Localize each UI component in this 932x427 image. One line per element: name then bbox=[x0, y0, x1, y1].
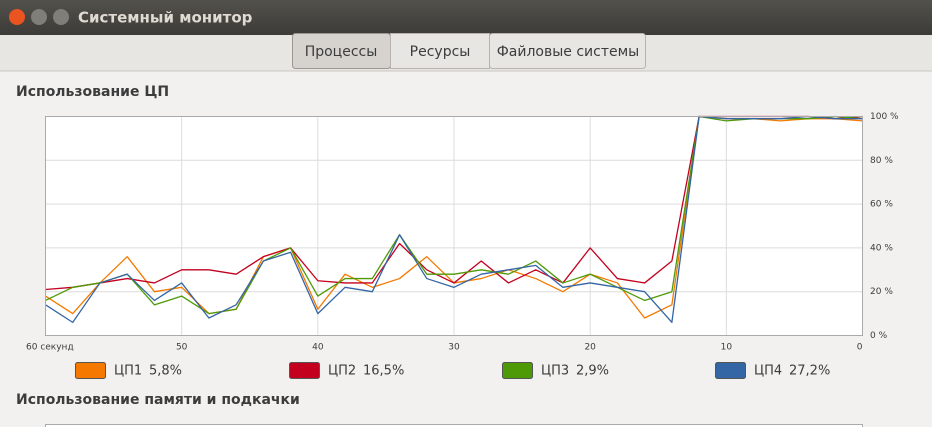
x-tick-label: 20 bbox=[584, 343, 596, 353]
legend-swatch[interactable] bbox=[715, 362, 746, 379]
x-tick-label: 30 bbox=[448, 343, 460, 353]
legend-name: ЦП3 bbox=[541, 364, 569, 379]
legend-name: ЦП2 bbox=[328, 364, 356, 379]
y-tick-label: 20 % bbox=[870, 287, 893, 297]
tab-filesystems[interactable] bbox=[489, 33, 646, 69]
maximize-button[interactable] bbox=[53, 9, 69, 25]
minimize-button[interactable] bbox=[31, 9, 47, 25]
x-tick-label: 40 bbox=[312, 343, 324, 353]
memory-chart-frame bbox=[45, 424, 863, 427]
tab-label[interactable]: Файловые системы bbox=[497, 44, 640, 60]
cpu-chart: 0 % 20 % 40 % 60 % 80 % 100 % 60 секунд 50 40 30 2… bbox=[26, 112, 899, 379]
legend-name: ЦП1 bbox=[114, 364, 142, 379]
legend-name: ЦП4 bbox=[754, 364, 782, 379]
plot-border bbox=[45, 116, 863, 336]
x-tick-label: 60 секунд bbox=[26, 343, 74, 353]
y-tick-label: 100 % bbox=[870, 112, 899, 122]
legend-swatch[interactable] bbox=[75, 362, 106, 379]
legend-swatch[interactable] bbox=[289, 362, 320, 379]
y-tick-label: 60 % bbox=[870, 200, 893, 210]
x-tick-label: 10 bbox=[721, 343, 733, 353]
cpu-line bbox=[45, 115, 863, 324]
y-tick-label: 80 % bbox=[870, 156, 893, 166]
y-tick-label: 0 % bbox=[870, 331, 888, 341]
section-heading: Использование памяти и подкачки bbox=[16, 392, 300, 408]
x-tick-label: 50 bbox=[176, 343, 188, 353]
legend-swatch[interactable] bbox=[502, 362, 533, 379]
title-bar bbox=[0, 0, 932, 35]
legend-value: 16,5% bbox=[363, 364, 404, 379]
y-tick-label: 40 % bbox=[870, 243, 893, 253]
x-tick-label: 0 bbox=[857, 343, 863, 353]
close-button[interactable] bbox=[9, 9, 25, 25]
legend-value: 5,8% bbox=[149, 364, 182, 379]
window-title: Системный монитор bbox=[78, 9, 253, 27]
cpu-line bbox=[45, 115, 863, 315]
tab-label[interactable]: Процессы bbox=[305, 44, 378, 60]
section-heading: Использование ЦП bbox=[16, 84, 169, 100]
tab-label[interactable]: Ресурсы bbox=[410, 44, 471, 60]
legend-value: 2,9% bbox=[576, 364, 609, 379]
legend-value: 27,2% bbox=[789, 364, 830, 379]
